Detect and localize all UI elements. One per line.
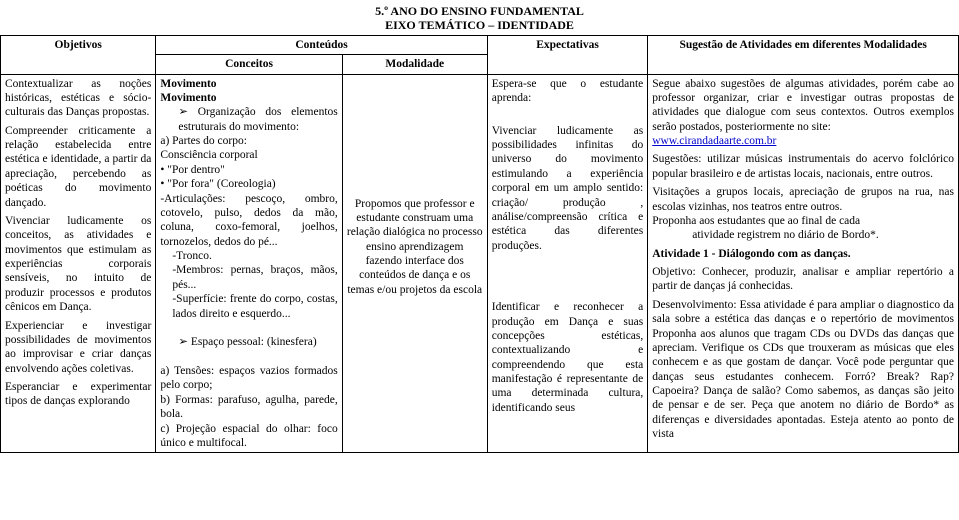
obj-p2: Compreender criticamente a relação estab…	[5, 124, 151, 210]
obj-p4: Experienciar e investigar possibilidades…	[5, 319, 151, 377]
cell-expectativas: Espera-se que o estudante aprenda: Viven…	[487, 74, 648, 453]
title-line-2: EIXO TEMÁTICO – IDENTIDADE	[0, 18, 959, 32]
con-l5: -Membros: pernas, braços, mãos, pés...	[160, 263, 337, 292]
sug-link[interactable]: www.cirandadaarte.com.br	[652, 135, 776, 147]
con-arrow1: Organização dos elementos estruturais do…	[178, 105, 337, 134]
sug-p1a: Segue abaixo sugestões de algumas ativid…	[652, 78, 954, 133]
curriculum-table: Objetivos Conteúdos Expectativas Sugestã…	[0, 35, 959, 454]
th-expectativas: Expectativas	[487, 35, 648, 74]
sug-t1: Atividade 1 - Diálogondo com as danças.	[652, 247, 954, 261]
document-title-block: 5.º ANO DO ENSINO FUNDAMENTAL EIXO TEMÁT…	[0, 0, 959, 35]
con-l3: -Articulações: pescoço, ombro, cotovelo,…	[160, 192, 337, 250]
obj-p5: Esperanciar e experimentar tipos de danç…	[5, 380, 151, 409]
obj-p1: Contextualizar as noções históricas, est…	[5, 77, 151, 120]
sug-p1: Segue abaixo sugestões de algumas ativid…	[652, 77, 954, 149]
con-t1: Movimento	[160, 77, 337, 91]
th-sugestao: Sugestão de Atividades em diferentes Mod…	[648, 35, 959, 74]
mod-p1: Propomos que professor e estudante const…	[347, 77, 483, 298]
cell-sugestao: Segue abaixo sugestões de algumas ativid…	[648, 74, 959, 453]
con-arrow2: Espaço pessoal: (kinesfera)	[178, 335, 337, 349]
con-l4: -Tronco.	[160, 249, 337, 263]
sug-p5: Objetivo: Conhecer, produzir, analisar e…	[652, 265, 954, 294]
sug-p6: Desenvolvimento: Essa atividade é para a…	[652, 298, 954, 442]
th-conceitos: Conceitos	[156, 55, 342, 74]
obj-p3: Vivenciar ludicamente os conceitos, as a…	[5, 214, 151, 315]
con-b2: "Por fora" (Coreologia)	[160, 177, 337, 191]
con-l8: b) Formas: parafuso, agulha, parede, bol…	[160, 393, 337, 422]
th-objetivos: Objetivos	[1, 35, 156, 74]
con-l6: -Superfície: frente do corpo, costas, la…	[160, 292, 337, 321]
exp-p2: Vivenciar ludicamente as possibilidades …	[492, 124, 644, 253]
header-row-1: Objetivos Conteúdos Expectativas Sugestã…	[1, 35, 959, 54]
con-l9: c) Projeção espacial do olhar: foco únic…	[160, 422, 337, 451]
con-b1: "Por dentro"	[160, 163, 337, 177]
th-conteudos: Conteúdos	[156, 35, 487, 54]
exp-p1: Espera-se que o estudante aprenda:	[492, 77, 644, 106]
content-row: Contextualizar as noções históricas, est…	[1, 74, 959, 453]
sug-p4b: atividade registrem no diário de Bordo*.	[652, 228, 954, 242]
sug-p2: Sugestões: utilizar músicas instrumentai…	[652, 152, 954, 181]
th-modalidade: Modalidade	[342, 55, 487, 74]
con-l7: a) Tensões: espaços vazios formados pelo…	[160, 364, 337, 393]
con-l2: Consciência corporal	[160, 148, 337, 162]
exp-p3: Identificar e reconhecer a produção em D…	[492, 300, 644, 415]
con-t2: Movimento	[160, 91, 337, 105]
sug-p3: Visitações a grupos locais, apreciação d…	[652, 185, 954, 214]
con-l1: a) Partes do corpo:	[160, 134, 337, 148]
cell-objetivos: Contextualizar as noções históricas, est…	[1, 74, 156, 453]
sug-p4: Proponha aos estudantes que ao final de …	[652, 214, 954, 228]
cell-modalidade: Propomos que professor e estudante const…	[342, 74, 487, 453]
cell-conceitos: Movimento Movimento Organização dos elem…	[156, 74, 342, 453]
title-line-1: 5.º ANO DO ENSINO FUNDAMENTAL	[0, 4, 959, 18]
